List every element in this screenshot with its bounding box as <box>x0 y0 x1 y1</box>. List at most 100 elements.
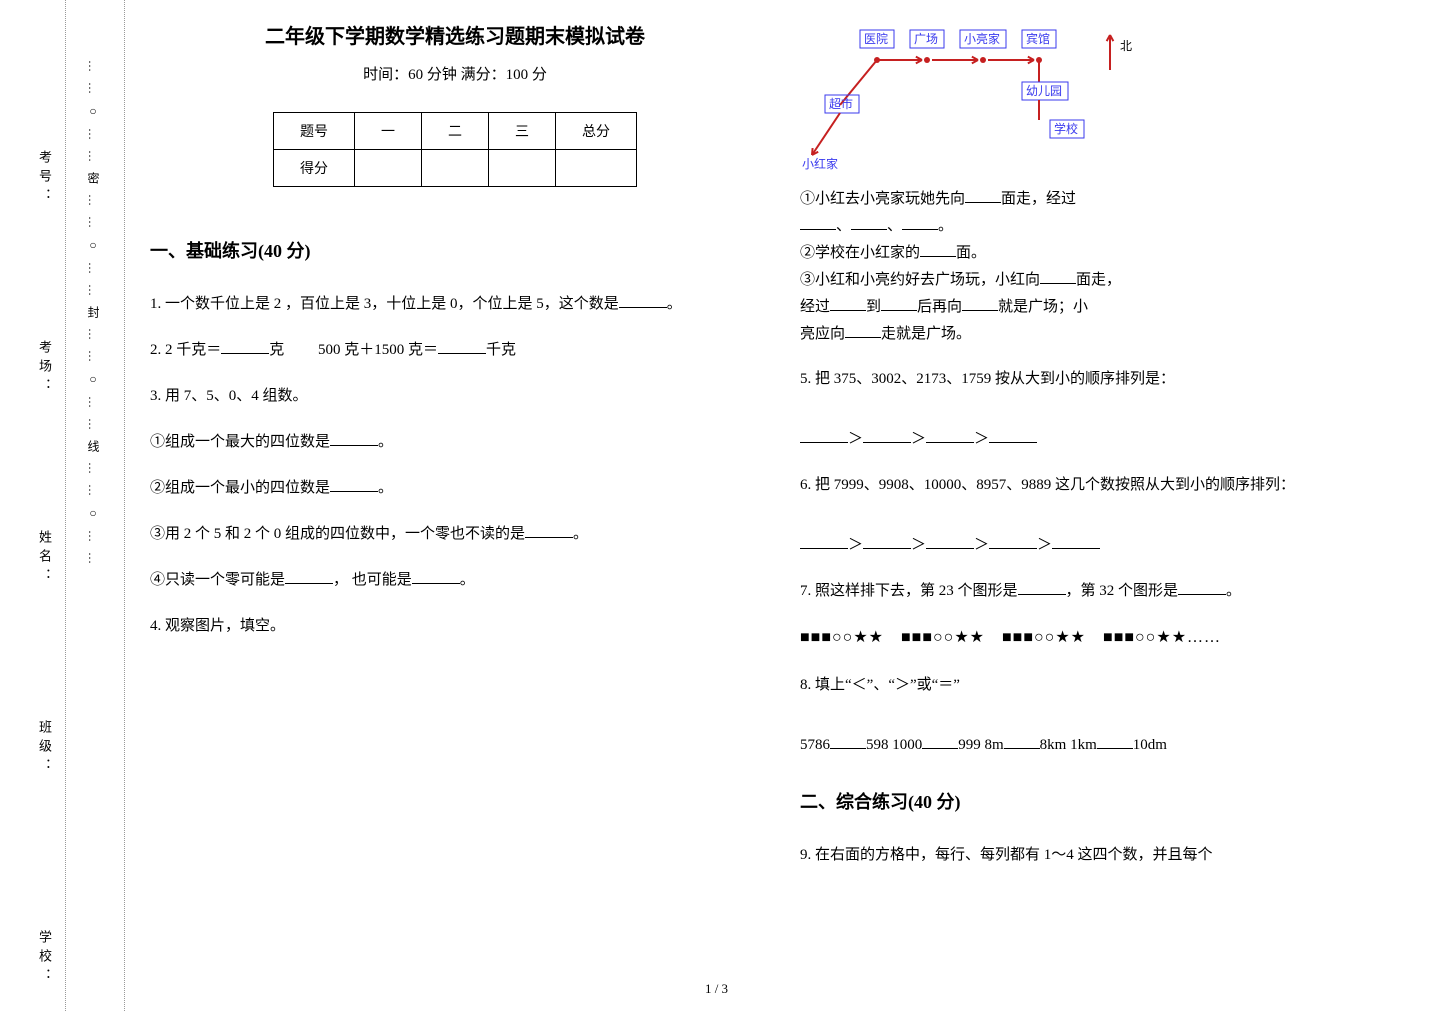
q3: 3. 用 7、5、0、4 组数。 <box>150 381 760 411</box>
q7-c: 。 <box>1226 583 1241 599</box>
q4: 4. 观察图片，填空。 <box>150 611 760 641</box>
q3-4a: ④只读一个零可能是 <box>150 572 285 588</box>
q4s-l3a: ②学校在小红家的 <box>800 245 920 261</box>
q2-b: 克 <box>269 342 284 358</box>
q4s-l2end: 。 <box>938 218 953 234</box>
score-v-label: 得分 <box>274 150 355 187</box>
q4s-l6a: 亮应向 <box>800 326 845 342</box>
exam-title: 二年级下学期数学精选练习题期末模拟试卷 <box>150 20 760 49</box>
q4s-l1a: ①小红去小亮家玩她先向 <box>800 191 965 207</box>
q6-gt1: ＞ <box>848 537 863 553</box>
score-h-1: 一 <box>355 113 422 150</box>
score-v-3[interactable] <box>489 150 556 187</box>
score-v-4[interactable] <box>556 150 637 187</box>
map-figure: 医院广场小亮家宾馆北幼儿园学校超市小红家 <box>800 20 1160 170</box>
binding-label-class: 班级： <box>35 720 54 777</box>
q3-4-blank1[interactable] <box>285 569 333 584</box>
q3-1a: ①组成一个最大的四位数是 <box>150 434 330 450</box>
score-header-row: 题号 一 二 三 总分 <box>274 113 637 150</box>
q2-d: 千克 <box>486 342 516 358</box>
q5-b1[interactable] <box>800 428 848 443</box>
q1-text-b: 。 <box>667 296 682 312</box>
q2-blank2[interactable] <box>438 339 486 354</box>
left-column: 二年级下学期数学精选练习题期末模拟试卷 时间：60 分钟 满分：100 分 题号… <box>150 20 760 886</box>
q6-text: 6. 把 7999、9908、10000、8957、9889 这几个数按照从大到… <box>800 477 1295 493</box>
q8-b2[interactable] <box>922 734 958 749</box>
q5-b3[interactable] <box>926 428 974 443</box>
q3-1-blank[interactable] <box>330 431 378 446</box>
q3-3: ③用 2 个 5 和 2 个 0 组成的四位数中，一个零也不读的是 。 <box>150 519 760 549</box>
q3-3a: ③用 2 个 5 和 2 个 0 组成的四位数中，一个零也不读的是 <box>150 526 525 542</box>
q1-blank[interactable] <box>619 293 667 308</box>
q8-p1a: 5786 <box>800 737 830 753</box>
svg-text:小红家: 小红家 <box>802 156 838 170</box>
q3-4: ④只读一个零可能是， 也可能是。 <box>150 565 760 595</box>
q9: 9. 在右面的方格中，每行、每列都有 1～4 这四个数，并且每个 <box>800 840 1410 870</box>
q8-p1d: 8km 1km <box>1040 737 1097 753</box>
q7: 7. 照这样排下去，第 23 个图形是，第 32 个图形是。 <box>800 576 1410 606</box>
q5-b2[interactable] <box>863 428 911 443</box>
q4s-b6[interactable] <box>1040 269 1076 284</box>
q8-b3[interactable] <box>1004 734 1040 749</box>
q8-p1b: 598 1000 <box>866 737 922 753</box>
score-v-2[interactable] <box>422 150 489 187</box>
q4s-l1b: 面走，经过 <box>1001 191 1076 207</box>
svg-text:学校: 学校 <box>1054 121 1078 136</box>
binding-label-id: 考号： <box>35 150 54 207</box>
page-content: 二年级下学期数学精选练习题期末模拟试卷 时间：60 分钟 满分：100 分 题号… <box>150 20 1410 886</box>
q4s-b10[interactable] <box>845 323 881 338</box>
q3-1: ①组成一个最大的四位数是 。 <box>150 427 760 457</box>
q5-text: 5. 把 375、3002、2173、1759 按从大到小的顺序排列是： <box>800 371 1175 387</box>
q8-b1[interactable] <box>830 734 866 749</box>
page-number: 1 / 3 <box>705 981 728 997</box>
q8-title: 8. 填上“＜”、“＞”或“＝” <box>800 677 960 693</box>
svg-text:宾馆: 宾馆 <box>1026 31 1050 46</box>
q4s-b7[interactable] <box>830 296 866 311</box>
q5-b4[interactable] <box>989 428 1037 443</box>
q6-b1[interactable] <box>800 534 848 549</box>
q4s-l5d: 就是广场；小 <box>998 299 1088 315</box>
q7-b2[interactable] <box>1178 580 1226 595</box>
q4s-b4[interactable] <box>902 215 938 230</box>
q2-a: 2. 2 千克＝ <box>150 342 221 358</box>
q4s-b2[interactable] <box>800 215 836 230</box>
score-v-1[interactable] <box>355 150 422 187</box>
q6-b2[interactable] <box>863 534 911 549</box>
map-svg: 医院广场小亮家宾馆北幼儿园学校超市小红家 <box>800 20 1160 170</box>
binding-seal-text: ……○……密……○……封……○……线……○…… <box>85 60 102 574</box>
q2-blank1[interactable] <box>221 339 269 354</box>
q4s-l6b: 走就是广场。 <box>881 326 971 342</box>
q8: 8. 填上“＜”、“＞”或“＝” 5786 598 1000 999 8m 8km 1… <box>800 670 1410 760</box>
q5-gt3: ＞ <box>974 431 989 447</box>
q7-b1[interactable] <box>1018 580 1066 595</box>
q8-b4[interactable] <box>1097 734 1133 749</box>
q6-b4[interactable] <box>989 534 1037 549</box>
q3-3-blank[interactable] <box>525 523 573 538</box>
svg-text:医院: 医院 <box>864 32 888 46</box>
q1: 1. 一个数千位上是 2 ，百位上是 3，十位上是 0，个位上是 5，这个数是 。 <box>150 289 760 319</box>
q4s-b5[interactable] <box>920 242 956 257</box>
binding-label-room: 考场： <box>35 340 54 397</box>
q3-1b: 。 <box>378 434 393 450</box>
q1-text-a: 1. 一个数千位上是 2 ，百位上是 3，十位上是 0，个位上是 5，这个数是 <box>150 296 619 312</box>
q4s-b8[interactable] <box>881 296 917 311</box>
q6-b5[interactable] <box>1052 534 1100 549</box>
q6-b3[interactable] <box>926 534 974 549</box>
q4s-l4a: ③小红和小亮约好去广场玩，小红向 <box>800 272 1040 288</box>
q3-4b: ， 也可能是 <box>333 572 412 588</box>
q5: 5. 把 375、3002、2173、1759 按从大到小的顺序排列是： ＞＞＞ <box>800 364 1410 454</box>
q4s-b3[interactable] <box>851 215 887 230</box>
q3-4-blank2[interactable] <box>412 569 460 584</box>
q4s-b1[interactable] <box>965 188 1001 203</box>
q3-2-blank[interactable] <box>330 477 378 492</box>
q7-a: 7. 照这样排下去，第 23 个图形是 <box>800 583 1018 599</box>
q4s-b9[interactable] <box>962 296 998 311</box>
q2: 2. 2 千克＝ 克 500 克＋1500 克＝ 千克 <box>150 335 760 365</box>
svg-text:幼儿园: 幼儿园 <box>1026 84 1062 98</box>
exam-subtitle: 时间：60 分钟 满分：100 分 <box>150 63 760 84</box>
q3-2: ②组成一个最小的四位数是。 <box>150 473 760 503</box>
q2-c: 500 克＋1500 克＝ <box>318 342 438 358</box>
q3-3b: 。 <box>573 526 588 542</box>
q8-p1c: 999 8m <box>958 737 1003 753</box>
q4s-l4b: 面走， <box>1076 272 1121 288</box>
